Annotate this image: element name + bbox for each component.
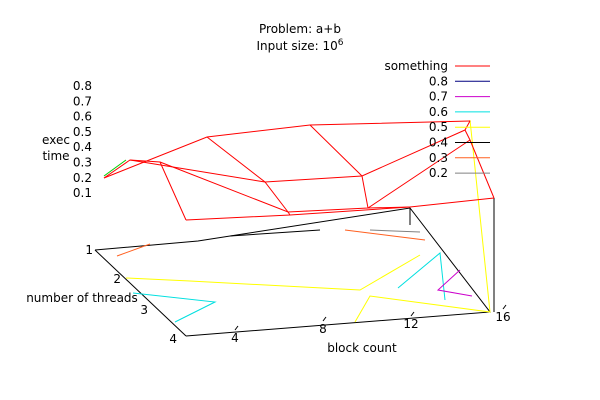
contour-0.3-b [344,229,426,241]
legend-label: 0.6 [429,105,448,119]
y-tick-label: 4 [169,332,177,346]
chart-subtitle: Input size: 106 [256,38,343,53]
surface-row [159,139,471,213]
legend-label: 0.3 [429,151,448,165]
contour-0.5-b [354,119,491,323]
base-plane [94,198,495,337]
surface-row [129,129,466,183]
contour-0.2 [369,229,421,233]
z-axis-label-line1: exec [42,133,70,147]
chart-title: Problem: a+b [259,22,341,36]
z-tick-label: 0.3 [73,156,92,170]
contour-0.5 [125,254,421,291]
z-tick-label: 0.5 [73,125,92,139]
x-tick-mark [502,304,507,310]
contour-0.3 [116,243,151,257]
y-tick-label: 3 [140,303,148,317]
contour-0.7 [436,269,473,297]
x-tick-mark [410,311,415,317]
x-tick-label: 12 [403,317,418,331]
surface-mesh [103,120,495,221]
z-axis-ticks: 0.80.7 0.60.50.4 0.30.20.1 [73,79,92,200]
x-axis-label: block count [327,341,397,355]
surface-row [103,120,471,179]
subtitle-exponent: 6 [338,38,344,48]
legend-label: 0.4 [429,136,448,150]
y-axis-ticks: 1 2 3 4 [85,243,177,346]
x-tick-label: 16 [495,310,510,324]
surface-col [464,120,495,199]
legend-label: 0.8 [429,74,448,88]
contour-0.4 [229,229,321,237]
x-tick-mark [322,316,327,322]
z-tick-label: 0.1 [73,186,92,200]
legend-label: 0.7 [429,90,448,104]
base-outline [94,207,491,337]
legend-label: 0.5 [429,120,448,134]
contour-lines [103,119,491,323]
surface-row [185,197,495,221]
z-tick-label: 0.4 [73,140,92,154]
z-tick-label: 0.7 [73,94,92,108]
z-tick-label: 0.2 [73,171,92,185]
contour-0.6 [132,292,217,323]
x-axis-ticks: 4 8 12 16 [231,304,511,345]
contour-0.6-b [397,252,446,301]
z-axis-label-line2: time [42,149,69,163]
base-left-edge [94,249,187,337]
surface-col [206,136,291,216]
y-tick-label: 1 [85,243,93,257]
y-tick-label: 2 [113,272,121,286]
z-tick-label: 0.6 [73,110,92,124]
y-axis-label: number of threads [26,291,138,305]
x-tick-label: 8 [319,322,327,336]
x-tick-label: 4 [231,331,239,345]
surface-col [103,159,187,221]
x-tick-mark [234,325,239,331]
surface-col [309,124,411,209]
contour-green [103,159,127,177]
z-tick-label: 0.8 [73,79,92,93]
legend-label: 0.2 [429,166,448,180]
legend-label: something [384,59,448,73]
